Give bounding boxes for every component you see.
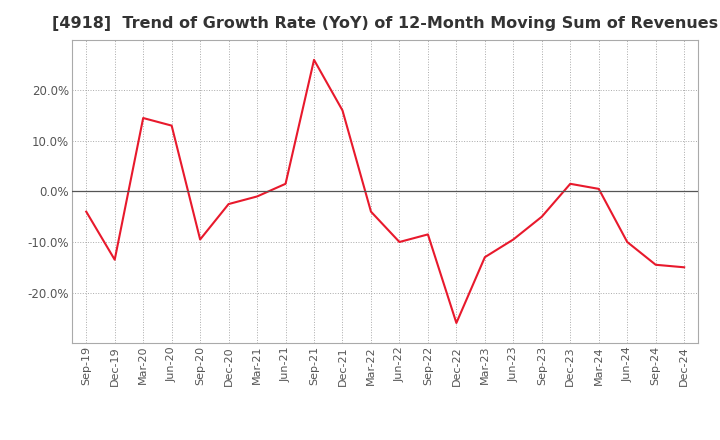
Title: [4918]  Trend of Growth Rate (YoY) of 12-Month Moving Sum of Revenues: [4918] Trend of Growth Rate (YoY) of 12-… [52,16,719,32]
